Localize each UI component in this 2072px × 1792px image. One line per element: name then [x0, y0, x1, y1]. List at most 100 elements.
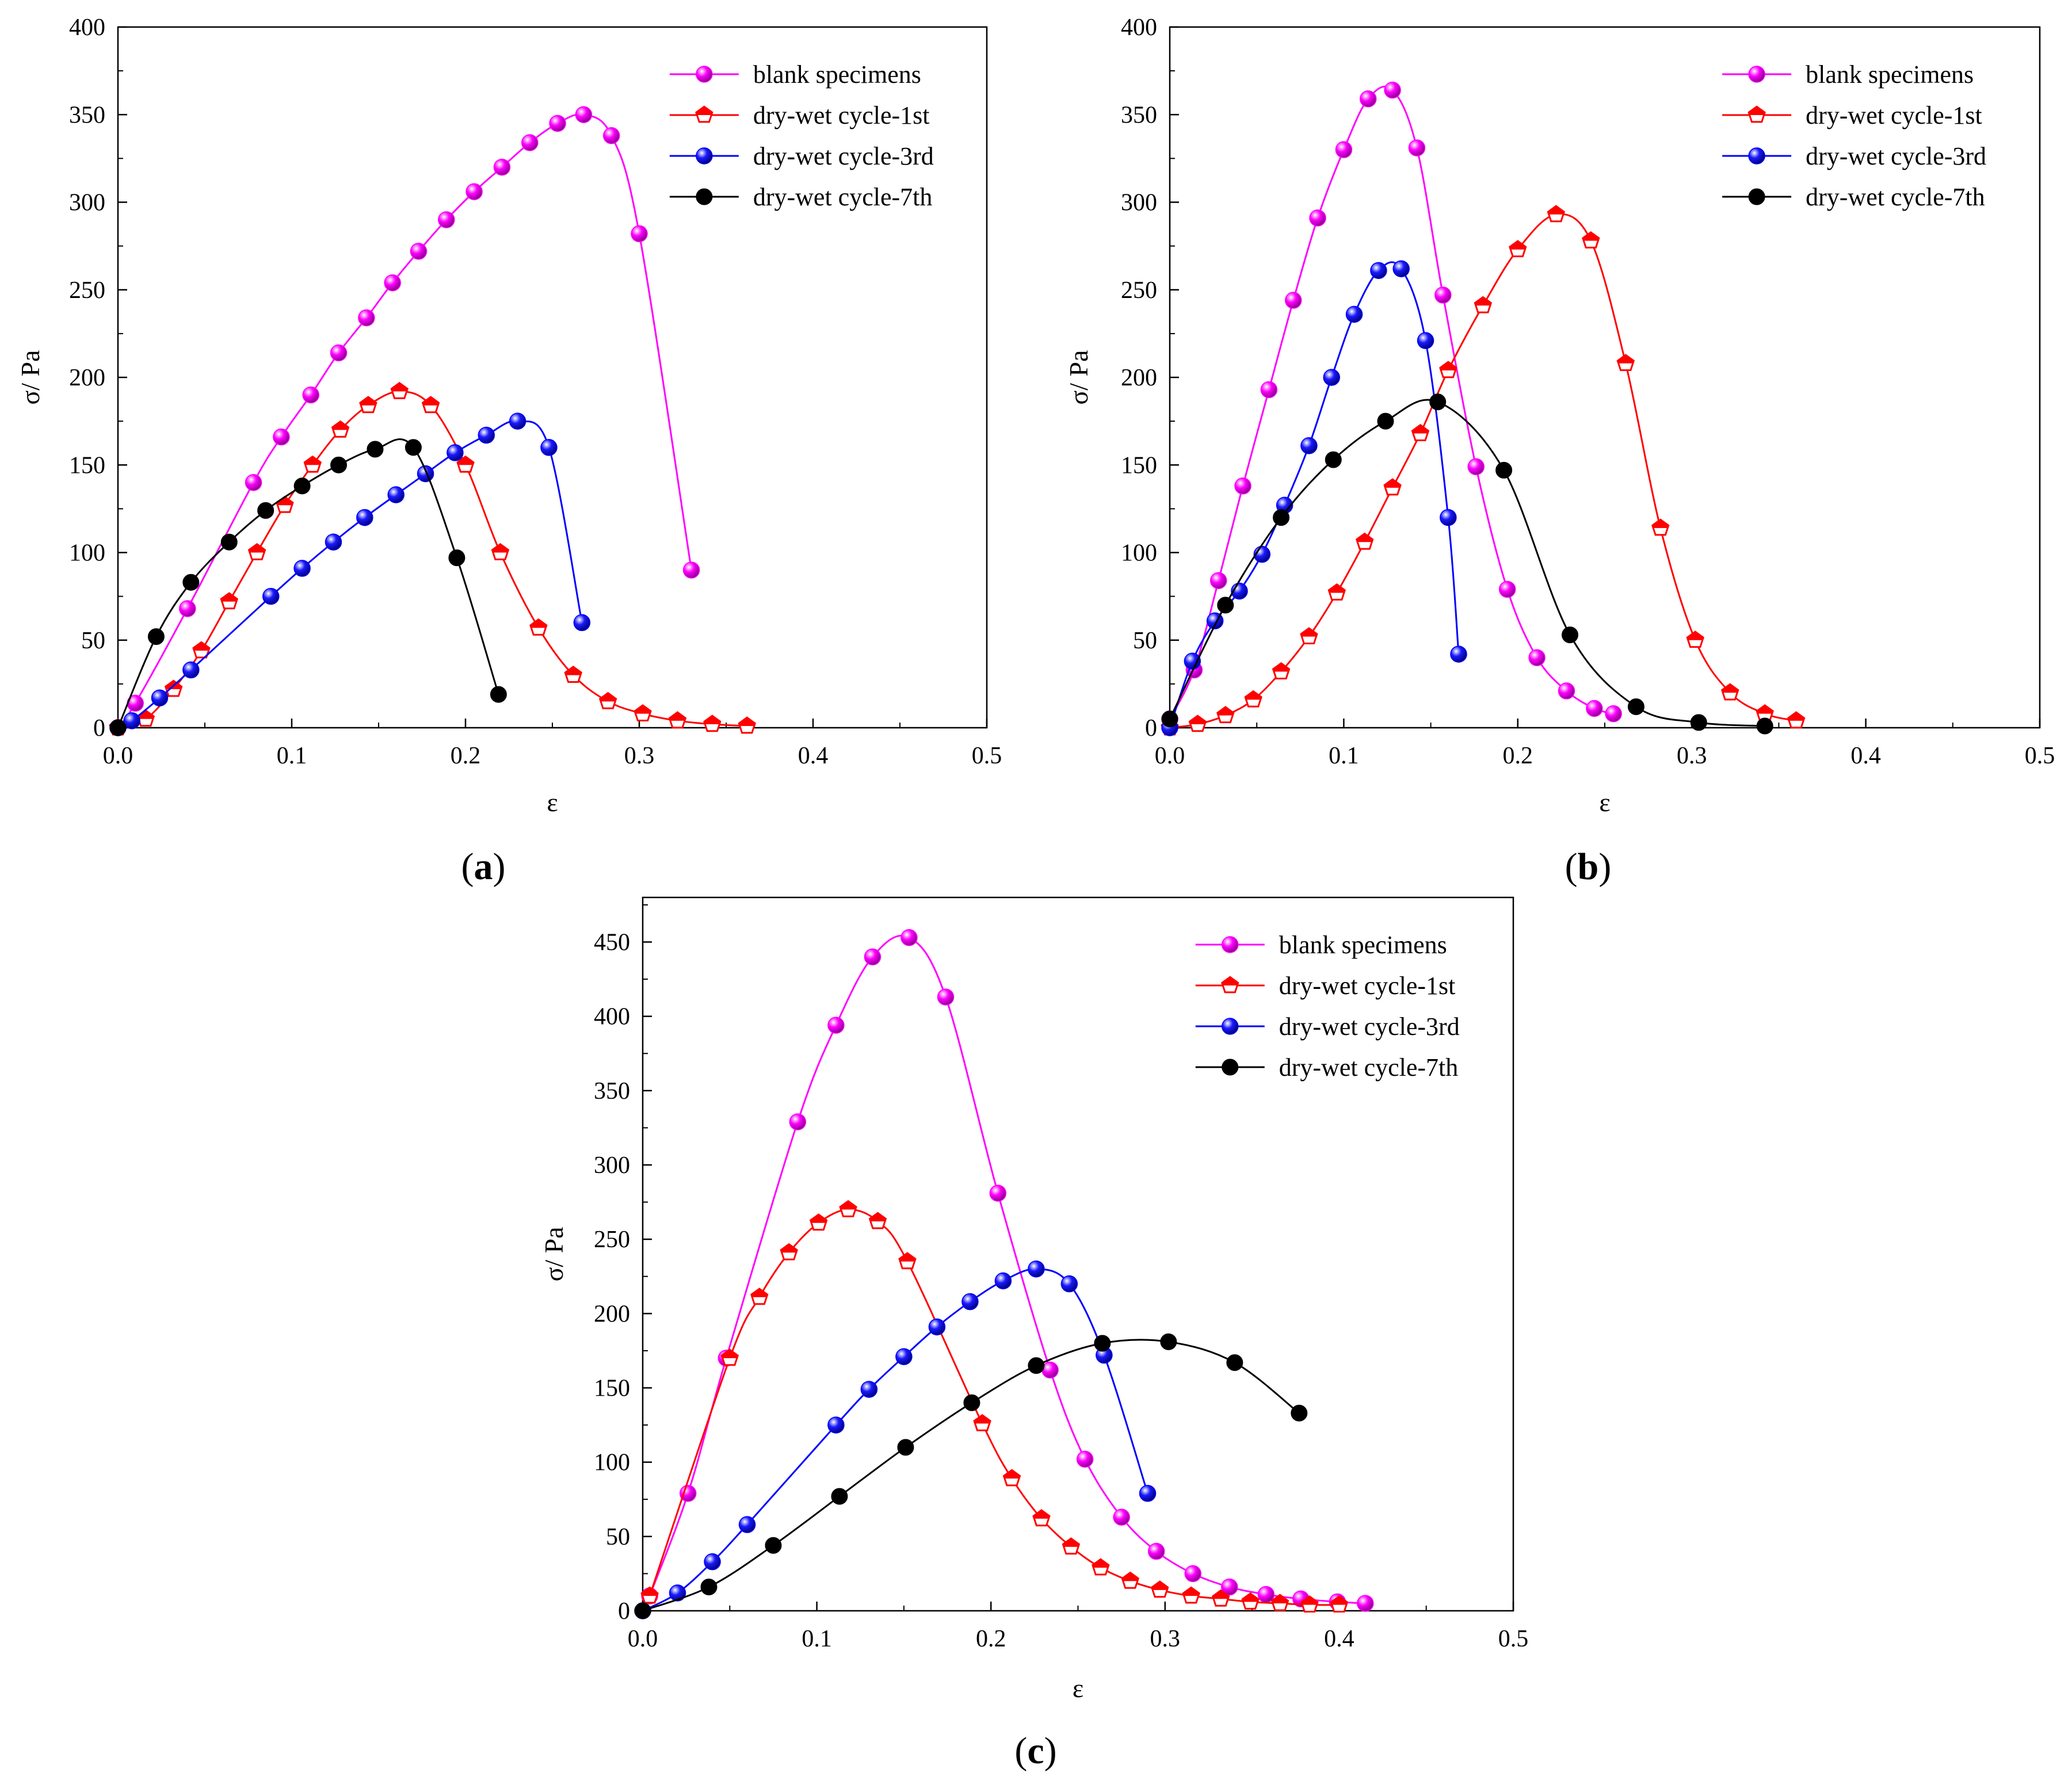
- data-point: [1605, 705, 1622, 723]
- data-point: [1370, 262, 1387, 280]
- data-point: [410, 243, 428, 260]
- y-tick-label: 100: [1121, 540, 1157, 567]
- series-line: [643, 1268, 1148, 1611]
- panel-label-paren-close: ): [1044, 1730, 1057, 1772]
- chart-panel-b: 0.0 0.1 0.2 0.3 0.4 0.5 0 50 100 150 200 250 300 350 4…: [1064, 14, 2055, 888]
- data-point-fill: [781, 1244, 797, 1253]
- data-point-fill: [1331, 1596, 1348, 1605]
- legend-item: dry-wet cycle-7th: [669, 183, 932, 211]
- data-point: [1392, 260, 1410, 277]
- data-point: [1325, 451, 1342, 468]
- legend-marker: [1747, 105, 1766, 123]
- data-point: [1272, 662, 1291, 679]
- data-point: [1270, 1594, 1289, 1611]
- y-tick-label: 400: [1121, 14, 1157, 41]
- data-point: [273, 428, 290, 446]
- data-point: [1041, 1361, 1059, 1379]
- x-tick-label: 0.5: [2025, 743, 2055, 769]
- data-point-fill: [669, 712, 686, 721]
- data-point: [1273, 509, 1290, 526]
- data-point: [738, 1516, 756, 1533]
- data-point-fill: [600, 693, 616, 702]
- data-point: [780, 1243, 798, 1260]
- x-tick-label: 0.1: [802, 1626, 832, 1652]
- legend-item: dry-wet cycle-7th: [1722, 183, 1985, 211]
- series-line: [118, 113, 693, 728]
- legend-marker: [696, 188, 713, 205]
- y-tick-label: 50: [81, 628, 105, 654]
- data-point-fill: [565, 666, 582, 675]
- data-point-fill: [840, 1201, 857, 1210]
- data-point: [1335, 141, 1353, 158]
- data-point: [151, 689, 169, 706]
- x-tick-label: 0.5: [972, 743, 1002, 769]
- legend-marker: [1748, 66, 1765, 83]
- data-point-fill: [422, 397, 439, 406]
- series-line: [643, 1339, 1300, 1611]
- data-point: [293, 560, 311, 577]
- data-point: [456, 455, 475, 473]
- x-tick-label: 0.0: [1155, 743, 1185, 769]
- x-tick-label: 0.1: [1329, 743, 1359, 769]
- data-point: [669, 1584, 686, 1602]
- data-point-fill: [974, 1415, 991, 1424]
- data-point: [1686, 631, 1704, 648]
- data-point: [1558, 682, 1575, 700]
- data-point: [1327, 583, 1346, 601]
- legend-label: dry-wet cycle-3rd: [753, 142, 934, 170]
- legend-marker: [1222, 936, 1239, 953]
- panel-label-paren-open: (: [1014, 1730, 1027, 1772]
- data-point: [493, 158, 511, 176]
- y-tick-label: 50: [1133, 628, 1157, 654]
- panel-label-paren-open: (: [1565, 846, 1578, 888]
- data-point: [330, 456, 348, 473]
- data-point-fill: [739, 717, 755, 726]
- data-point: [1439, 361, 1457, 379]
- legend-marker-fill: [696, 106, 712, 115]
- data-point-fill: [1329, 584, 1345, 593]
- data-point-fill: [1548, 206, 1565, 215]
- data-point: [262, 587, 280, 605]
- data-point: [789, 1113, 807, 1130]
- data-point: [421, 396, 440, 414]
- data-point: [1528, 649, 1546, 666]
- data-point: [634, 704, 652, 722]
- x-tick-label: 0.4: [798, 743, 829, 769]
- legend-item: dry-wet cycle-7th: [1195, 1053, 1458, 1082]
- data-point: [839, 1199, 857, 1217]
- data-point: [303, 455, 322, 473]
- series-3: [109, 438, 507, 736]
- legend-marker: [1748, 188, 1765, 205]
- legend-item: dry-wet cycle-1st: [1195, 972, 1455, 1000]
- data-point: [1434, 286, 1452, 304]
- data-point: [1429, 393, 1447, 411]
- y-tick-label: 200: [1121, 365, 1157, 391]
- data-point: [1690, 714, 1707, 731]
- data-point: [1357, 1595, 1374, 1612]
- chart-panel-a: 0.0 0.1 0.2 0.3 0.4 0.5 0 50 100 150 200 250 300 350 4…: [16, 14, 1002, 888]
- data-point-fill: [810, 1214, 827, 1223]
- data-point: [1209, 572, 1227, 589]
- x-tick-label: 0.5: [1498, 1626, 1529, 1652]
- data-point: [704, 1553, 721, 1571]
- data-point: [1092, 1558, 1110, 1576]
- data-point-fill: [1151, 1581, 1168, 1590]
- x-tick-label: 0.3: [1150, 1626, 1181, 1652]
- data-point-fill: [1273, 663, 1289, 672]
- data-point: [293, 477, 311, 495]
- data-point: [1184, 1565, 1201, 1583]
- data-point: [1383, 478, 1402, 496]
- data-point: [358, 309, 375, 327]
- data-point-fill: [249, 544, 265, 553]
- series-line: [648, 934, 1365, 1604]
- data-point: [356, 509, 373, 526]
- data-point: [1627, 698, 1644, 715]
- x-tick-label: 0.3: [1677, 743, 1707, 769]
- data-point: [247, 542, 266, 560]
- legend-label: dry-wet cycle-7th: [1806, 183, 1985, 211]
- plot-frame: [642, 896, 1514, 1612]
- plot-frame: [1169, 26, 2041, 729]
- y-tick-label: 150: [69, 452, 105, 479]
- legend-marker: [696, 147, 713, 165]
